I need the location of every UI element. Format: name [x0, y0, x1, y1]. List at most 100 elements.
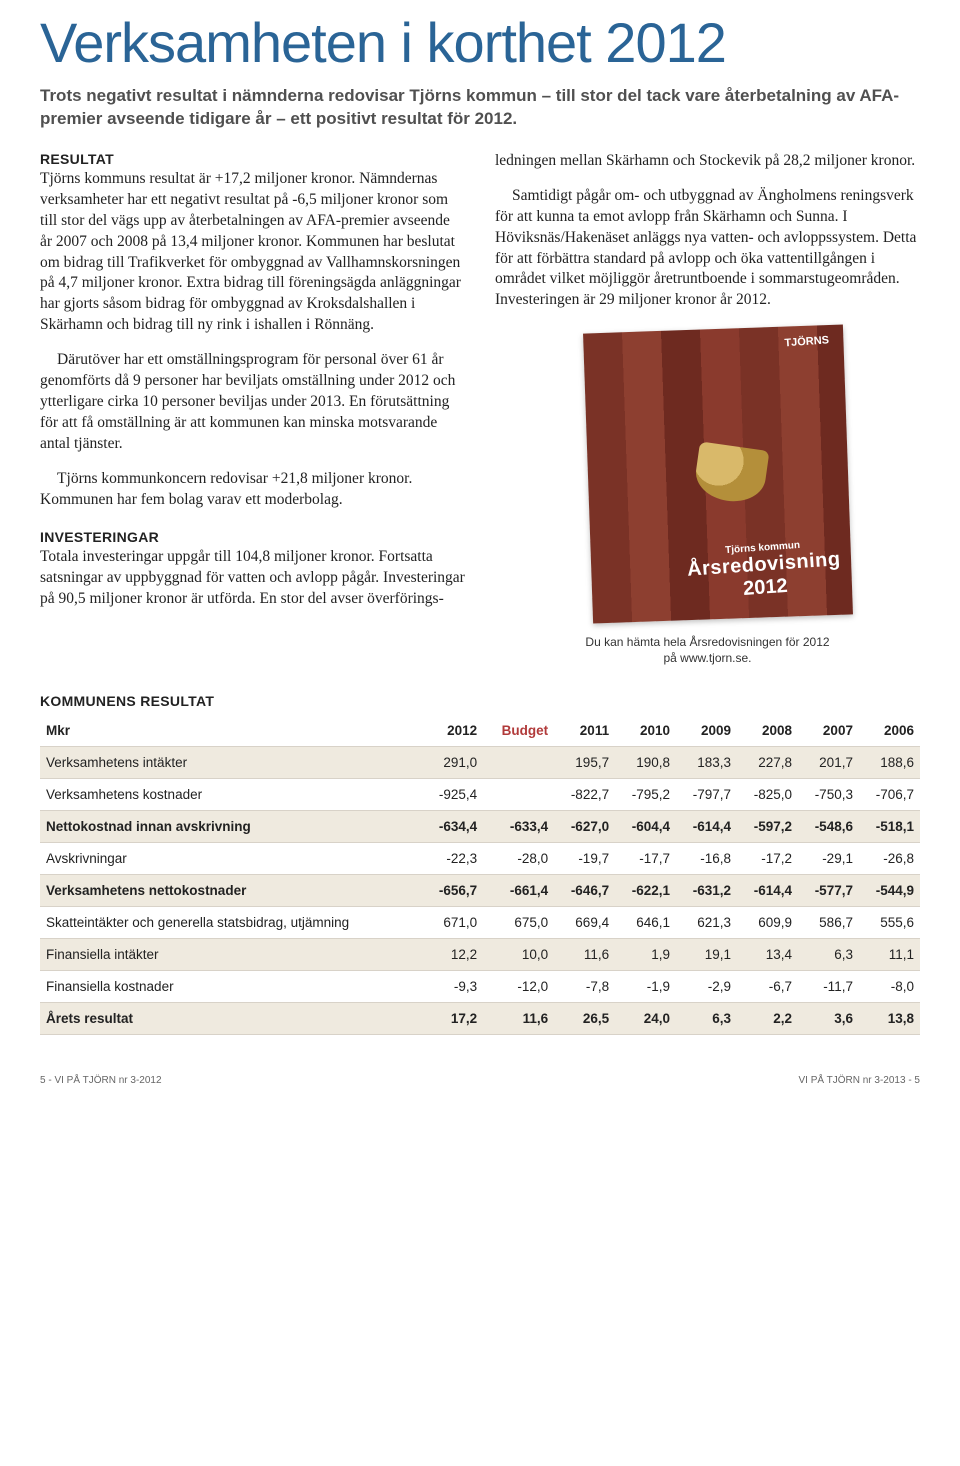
table-row: Finansiella intäkter12,210,011,61,919,11…: [40, 938, 920, 970]
resultat-paragraph-3: Tjörns kommunkoncern redovisar +21,8 mil…: [40, 469, 465, 511]
cell: -518,1: [859, 810, 920, 842]
row-label: Verksamhetens kostnader: [40, 778, 422, 810]
cell: -16,8: [676, 842, 737, 874]
row-label: Finansiella intäkter: [40, 938, 422, 970]
cell: 6,3: [676, 1002, 737, 1034]
row-label: Verksamhetens nettokostnader: [40, 874, 422, 906]
cell: -656,7: [422, 874, 483, 906]
cell: -614,4: [737, 874, 798, 906]
table-column-header: 2011: [554, 715, 615, 747]
cell: 675,0: [483, 906, 554, 938]
cell: 19,1: [676, 938, 737, 970]
table-heading: KOMMUNENS RESULTAT: [40, 693, 920, 709]
row-label: Nettokostnad innan avskrivning: [40, 810, 422, 842]
cell: 183,3: [676, 746, 737, 778]
row-label: Verksamhetens intäkter: [40, 746, 422, 778]
cell: 3,6: [798, 1002, 859, 1034]
cell: -548,6: [798, 810, 859, 842]
cell: 201,7: [798, 746, 859, 778]
table-column-header: Mkr: [40, 715, 422, 747]
cell: 669,4: [554, 906, 615, 938]
table-column-header: 2008: [737, 715, 798, 747]
right-column: ledningen mellan Skärhamn och Stockevik …: [495, 151, 920, 667]
cell: 609,9: [737, 906, 798, 938]
cell: -7,8: [554, 970, 615, 1002]
table-column-header: 2006: [859, 715, 920, 747]
cell: -622,1: [615, 874, 676, 906]
cell: -577,7: [798, 874, 859, 906]
table-row: Avskrivningar-22,3-28,0-19,7-17,7-16,8-1…: [40, 842, 920, 874]
cell: -8,0: [859, 970, 920, 1002]
resultat-paragraph-3-text: Tjörns kommunkoncern redovisar +21,8 mil…: [40, 470, 412, 508]
two-column-layout: RESULTAT Tjörns kommuns resultat är +17,…: [40, 151, 920, 667]
cell: -825,0: [737, 778, 798, 810]
resultat-paragraph-1: Tjörns kommuns resultat är +17,2 miljone…: [40, 169, 465, 336]
resultat-heading: RESULTAT: [40, 151, 465, 167]
table-row: Årets resultat17,211,626,524,06,32,23,61…: [40, 1002, 920, 1034]
resultat-paragraph-2-text: Därutöver har ett omställningsprogram fö…: [40, 351, 455, 452]
cell: -1,9: [615, 970, 676, 1002]
table-head: Mkr2012Budget201120102009200820072006: [40, 715, 920, 747]
row-label: Skatteintäkter och generella statsbidrag…: [40, 906, 422, 938]
cell: 13,8: [859, 1002, 920, 1034]
cell: 2,2: [737, 1002, 798, 1034]
footer-left: 5 - VI PÅ TJÖRN nr 3-2012: [40, 1075, 162, 1086]
cell: 11,1: [859, 938, 920, 970]
cell: -795,2: [615, 778, 676, 810]
cell: 10,0: [483, 938, 554, 970]
cell: -544,9: [859, 874, 920, 906]
cell: -12,0: [483, 970, 554, 1002]
right-paragraph-2-text: Samtidigt pågår om- och utbyggnad av Äng…: [495, 187, 916, 309]
resultat-paragraph-2: Därutöver har ett omställningsprogram fö…: [40, 350, 465, 455]
right-paragraph-1: ledningen mellan Skärhamn och Stockevik …: [495, 151, 920, 172]
table-row: Verksamhetens nettokostnader-656,7-661,4…: [40, 874, 920, 906]
table-column-header: 2007: [798, 715, 859, 747]
cell: -822,7: [554, 778, 615, 810]
table-row: Verksamhetens intäkter291,0195,7190,8183…: [40, 746, 920, 778]
cell: -797,7: [676, 778, 737, 810]
report-logo-text: TJÖRNS: [784, 335, 829, 350]
cell: 195,7: [554, 746, 615, 778]
cell: -706,7: [859, 778, 920, 810]
cell: -661,4: [483, 874, 554, 906]
cell: 586,7: [798, 906, 859, 938]
right-paragraph-2: Samtidigt pågår om- och utbyggnad av Äng…: [495, 186, 920, 312]
row-label: Finansiella kostnader: [40, 970, 422, 1002]
cell: -22,3: [422, 842, 483, 874]
report-caption: Du kan hämta hela Årsredovisningen för 2…: [578, 635, 838, 666]
cell: -634,4: [422, 810, 483, 842]
intro-paragraph: Trots negativt resultat i nämnderna redo…: [40, 85, 920, 131]
cell: 227,8: [737, 746, 798, 778]
page-footer: 5 - VI PÅ TJÖRN nr 3-2012 VI PÅ TJÖRN nr…: [40, 1075, 920, 1086]
cell: 11,6: [554, 938, 615, 970]
left-column: RESULTAT Tjörns kommuns resultat är +17,…: [40, 151, 465, 624]
invest-heading: INVESTERINGAR: [40, 529, 465, 545]
cell: -6,7: [737, 970, 798, 1002]
cell: -631,2: [676, 874, 737, 906]
cell: 13,4: [737, 938, 798, 970]
table-row: Verksamhetens kostnader-925,4-822,7-795,…: [40, 778, 920, 810]
annual-report-card: TJÖRNS Tjörns kommun Årsredovisning 2012…: [578, 329, 838, 666]
cell: -11,7: [798, 970, 859, 1002]
row-label: Avskrivningar: [40, 842, 422, 874]
row-label: Årets resultat: [40, 1002, 422, 1034]
cell: 26,5: [554, 1002, 615, 1034]
cell: -19,7: [554, 842, 615, 874]
cell: -646,7: [554, 874, 615, 906]
table-row: Nettokostnad innan avskrivning-634,4-633…: [40, 810, 920, 842]
cell: 188,6: [859, 746, 920, 778]
cell: -9,3: [422, 970, 483, 1002]
cell: 17,2: [422, 1002, 483, 1034]
table-column-header: 2010: [615, 715, 676, 747]
annual-report-image: TJÖRNS Tjörns kommun Årsredovisning 2012: [583, 325, 853, 624]
cell: 646,1: [615, 906, 676, 938]
cell: 24,0: [615, 1002, 676, 1034]
cell: -597,2: [737, 810, 798, 842]
cell: -28,0: [483, 842, 554, 874]
results-table: Mkr2012Budget201120102009200820072006 Ve…: [40, 715, 920, 1035]
cell: -26,8: [859, 842, 920, 874]
cell: 621,3: [676, 906, 737, 938]
cell: [483, 746, 554, 778]
cell: -604,4: [615, 810, 676, 842]
report-title-box: Tjörns kommun Årsredovisning 2012: [685, 537, 842, 605]
